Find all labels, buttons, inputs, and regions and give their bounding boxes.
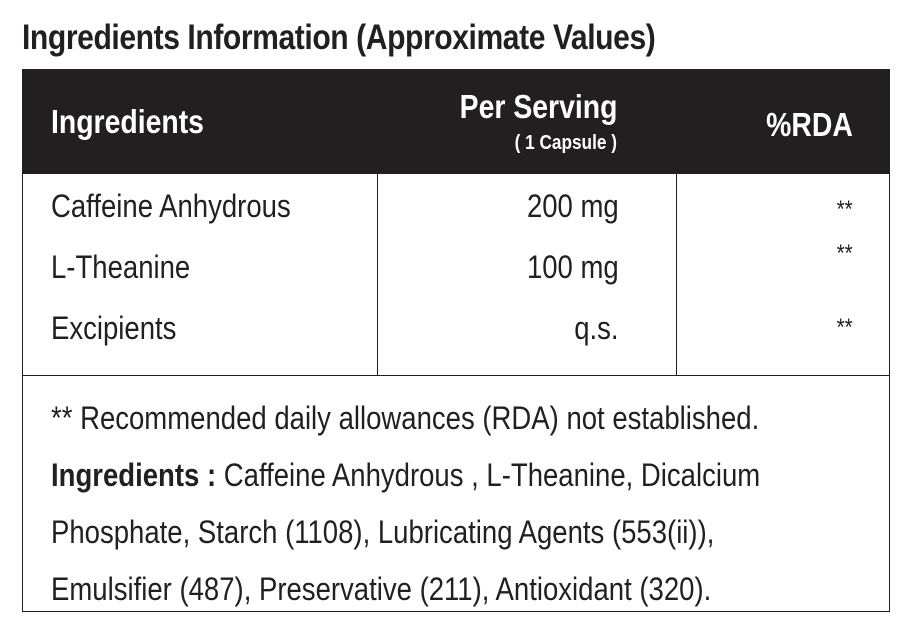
header-serving-unit: ( 1 Capsule ) bbox=[514, 132, 617, 154]
table-header: Ingredients Per Serving ( 1 Capsule ) %R… bbox=[23, 70, 889, 174]
page-title: Ingredients Information (Approximate Val… bbox=[22, 18, 656, 57]
table-body: Caffeine Anhydrous 200 mg ** L-Theanine … bbox=[23, 174, 889, 376]
row-rda: ** bbox=[836, 196, 853, 223]
row-rda: ** bbox=[836, 314, 853, 341]
row-rda: ** bbox=[836, 240, 853, 267]
row-name: Caffeine Anhydrous bbox=[51, 188, 291, 224]
ingredients-statement: Ingredients : Caffeine Anhydrous , L-The… bbox=[51, 447, 825, 618]
row-amount: q.s. bbox=[574, 310, 619, 346]
ingredients-label: Ingredients : bbox=[51, 457, 217, 493]
header-per-serving: Per Serving bbox=[459, 88, 617, 125]
header-ingredients: Ingredients bbox=[51, 103, 204, 140]
ingredients-table: Ingredients Per Serving ( 1 Capsule ) %R… bbox=[22, 69, 890, 612]
rda-footnote: ** Recommended daily allowances (RDA) no… bbox=[51, 400, 760, 436]
row-amount: 200 mg bbox=[527, 188, 619, 224]
row-name: L-Theanine bbox=[51, 249, 191, 285]
header-rda: %RDA bbox=[766, 106, 853, 143]
row-amount: 100 mg bbox=[527, 249, 619, 285]
row-name: Excipients bbox=[51, 310, 177, 346]
column-divider bbox=[676, 174, 677, 375]
ingredients-list: Caffeine Anhydrous , L-Theanine, Dicalci… bbox=[51, 457, 761, 607]
column-divider bbox=[377, 174, 378, 375]
footer-notes: ** Recommended daily allowances (RDA) no… bbox=[51, 390, 825, 618]
